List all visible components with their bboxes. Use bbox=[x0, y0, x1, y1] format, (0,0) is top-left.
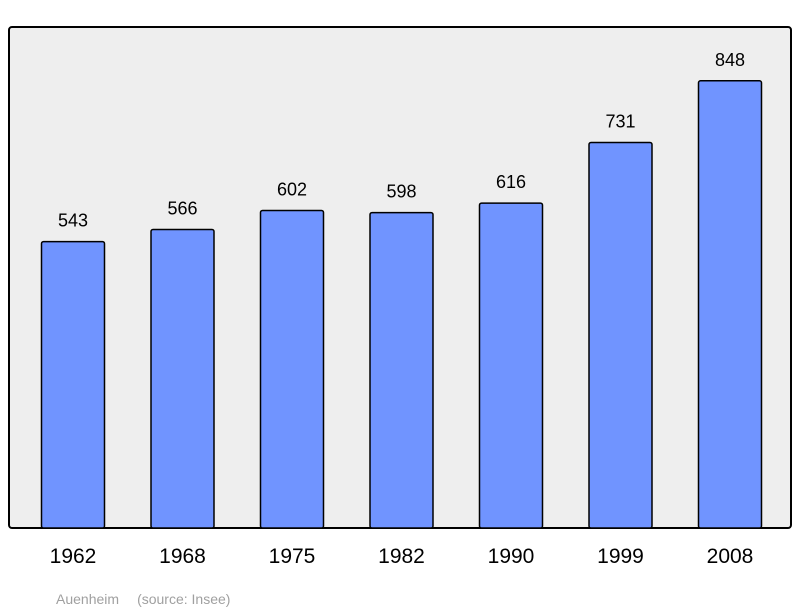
data-label-1982: 598 bbox=[386, 182, 416, 202]
chart-caption: Auenheim (source: Insee) bbox=[49, 575, 248, 607]
bars-layer bbox=[40, 80, 763, 529]
caption-source: (source: Insee) bbox=[137, 591, 231, 607]
data-label-1968: 566 bbox=[167, 199, 197, 219]
x-tick-label-1975: 1975 bbox=[269, 545, 316, 568]
x-tick-label-1982: 1982 bbox=[378, 545, 425, 568]
x-tick-labels-layer: 1962 1968 1975 1982 1990 1999 2008 bbox=[50, 545, 754, 568]
data-labels-layer: 543 566 602 598 616 731 848 bbox=[58, 50, 745, 231]
bar-1999 bbox=[588, 141, 653, 529]
bar-1982 bbox=[369, 211, 434, 529]
data-label-1962: 543 bbox=[58, 211, 88, 231]
caption-place: Auenheim bbox=[56, 591, 120, 607]
bar-1975 bbox=[259, 209, 325, 529]
x-tick-label-1968: 1968 bbox=[159, 545, 206, 568]
bar-1968 bbox=[150, 228, 215, 529]
bar-1962 bbox=[40, 240, 106, 529]
data-label-1990: 616 bbox=[496, 172, 526, 192]
bar-1990 bbox=[478, 202, 544, 529]
x-tick-label-2008: 2008 bbox=[707, 545, 754, 568]
data-label-2008: 848 bbox=[715, 50, 745, 70]
bar-2008 bbox=[697, 80, 763, 529]
x-tick-label-1962: 1962 bbox=[50, 545, 97, 568]
x-tick-label-1990: 1990 bbox=[488, 545, 535, 568]
data-label-1975: 602 bbox=[277, 180, 307, 200]
x-tick-label-1999: 1999 bbox=[597, 545, 644, 568]
data-label-1999: 731 bbox=[605, 112, 635, 132]
